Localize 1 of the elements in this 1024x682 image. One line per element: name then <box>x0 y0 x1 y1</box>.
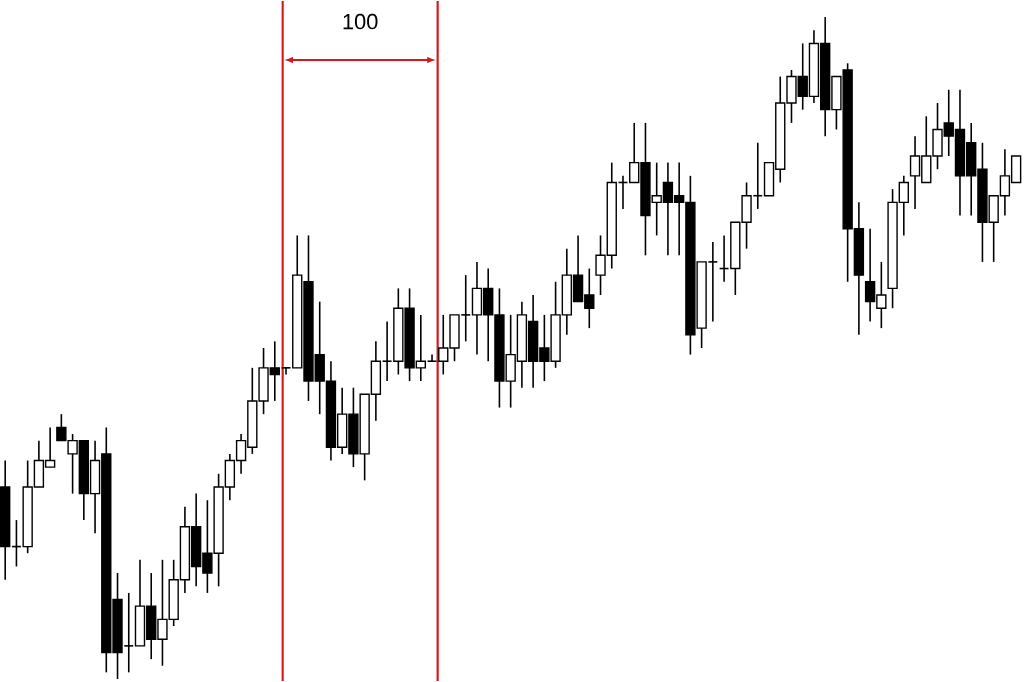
annotation: 100 <box>343 13 378 30</box>
